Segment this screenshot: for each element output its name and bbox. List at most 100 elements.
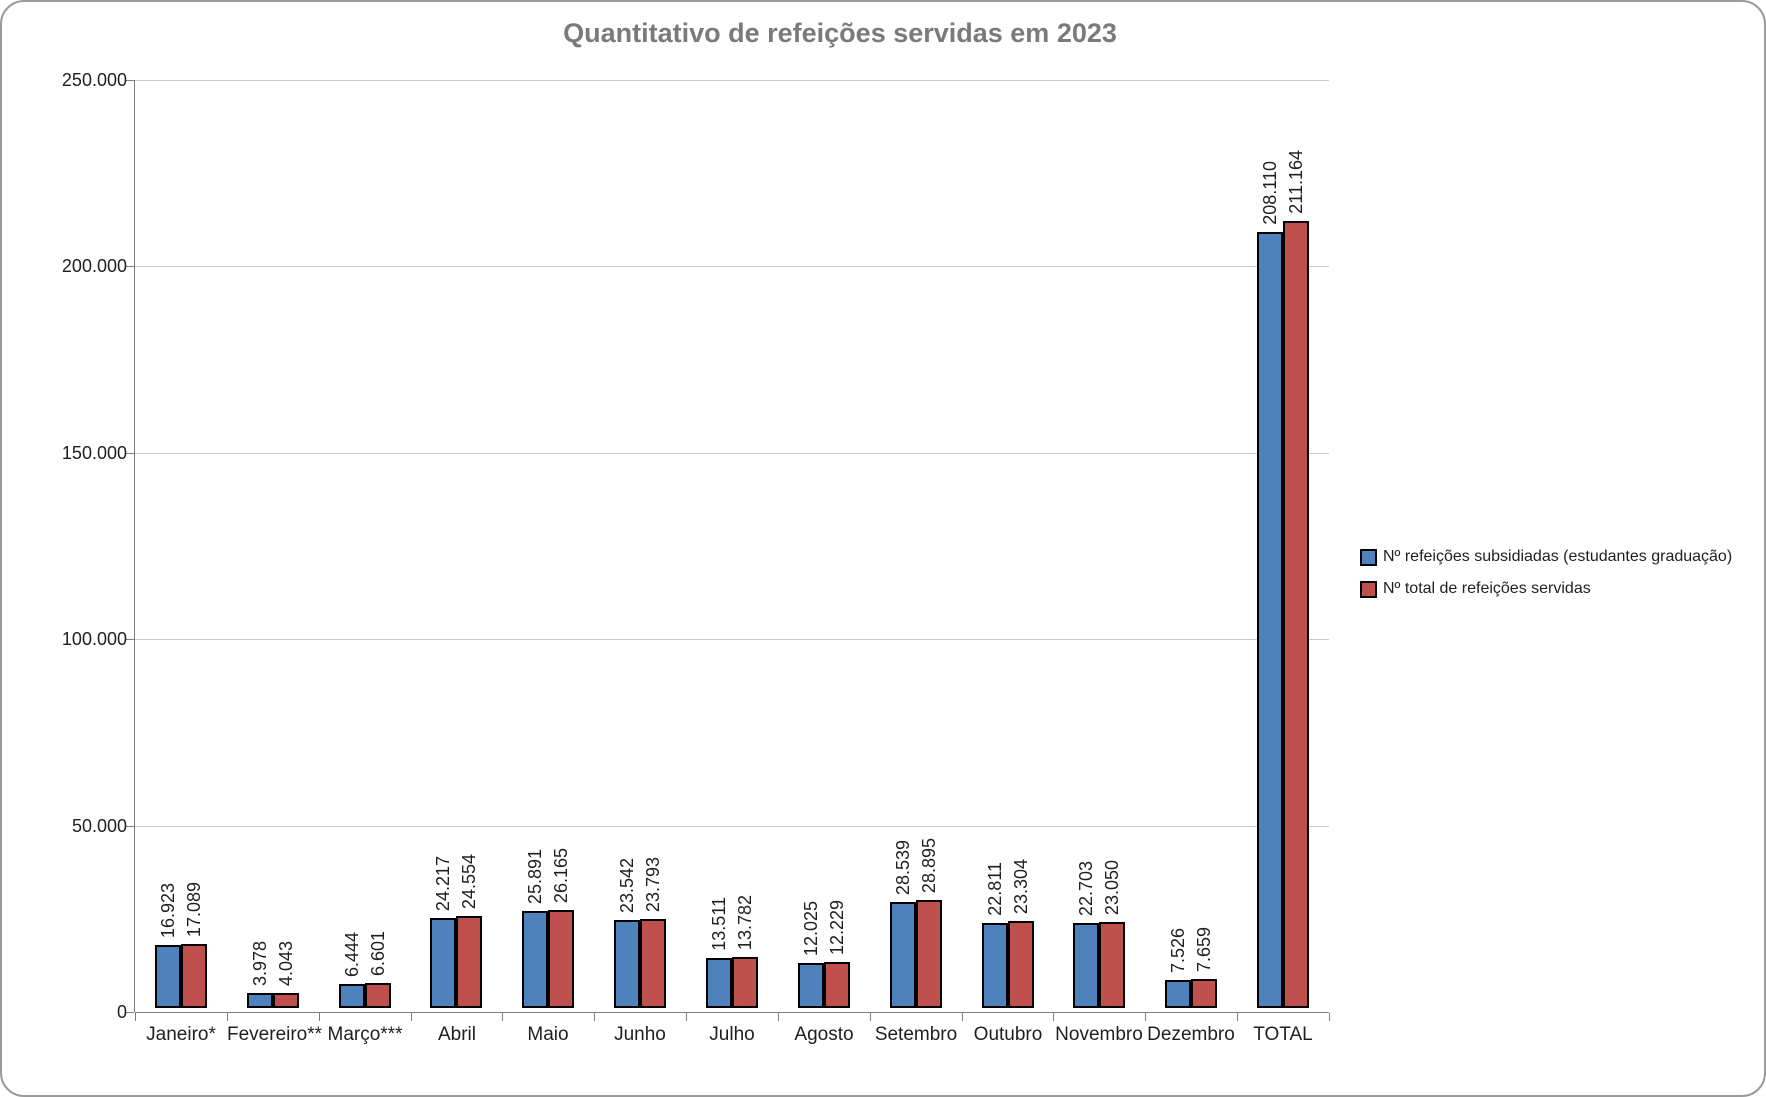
x-tick-label: Julho [709, 1024, 755, 1045]
bar-data-label: 23.050 [1102, 859, 1122, 915]
x-axis-tick [227, 1013, 228, 1021]
bar-data-label: 4.043 [276, 940, 296, 986]
x-axis-tick [870, 1013, 871, 1021]
bar-subsidiadas [1257, 232, 1283, 1008]
x-tick-label: Junho [614, 1024, 666, 1045]
bar-data-label: 24.217 [433, 855, 453, 911]
bar-subsidiadas [155, 945, 181, 1008]
bar-subsidiadas [339, 984, 365, 1008]
bar-data-label: 208.110 [1260, 161, 1280, 225]
bar-subsidiadas [247, 993, 273, 1008]
legend-item-subsidiadas: Nº refeições subsidiadas (estudantes gra… [1360, 548, 1732, 566]
bar-data-label: 6.601 [368, 930, 388, 976]
gridline [135, 826, 1329, 827]
x-tick-label: Fevereiro** [227, 1024, 323, 1045]
bar-total [916, 900, 942, 1008]
x-axis-tick [1053, 1013, 1054, 1021]
bar-data-label: 6.444 [342, 931, 362, 977]
x-tick-label: TOTAL [1253, 1024, 1313, 1045]
x-tick-label: Dezembro [1147, 1024, 1235, 1045]
bar-data-label: 24.554 [459, 853, 479, 909]
bar-data-label: 13.511 [709, 897, 729, 951]
gridline [135, 639, 1329, 640]
bar-data-label: 23.304 [1011, 858, 1031, 914]
x-tick-label: Agosto [794, 1024, 854, 1045]
y-tick-label: 100.000 [61, 629, 127, 649]
y-axis-line [134, 80, 135, 1012]
y-axis-tick [126, 639, 134, 640]
y-axis-tick [126, 80, 134, 81]
bar-subsidiadas [890, 902, 916, 1008]
y-axis-tick [126, 1012, 134, 1013]
bar-subsidiadas [982, 923, 1008, 1008]
x-tick-label: Outubro [973, 1024, 1043, 1045]
x-axis-tick [502, 1013, 503, 1021]
bar-total [365, 983, 391, 1008]
legend: Nº refeições subsidiadas (estudantes gra… [1360, 548, 1732, 612]
legend-label: Nº total de refeições servidas [1383, 580, 1591, 597]
bar-data-label: 28.895 [919, 837, 939, 893]
bar-data-label: 7.526 [1168, 927, 1188, 973]
bar-data-label: 12.229 [827, 899, 847, 955]
bar-data-label: 22.811 [985, 862, 1005, 916]
bar-subsidiadas [1165, 980, 1191, 1008]
chart-title: Quantitativo de refeições servidas em 20… [563, 18, 1117, 48]
y-axis-tick [126, 453, 134, 454]
bar-subsidiadas [1073, 923, 1099, 1008]
bar-subsidiadas [522, 911, 548, 1008]
bar-data-label: 23.542 [617, 857, 637, 913]
bar-subsidiadas [430, 918, 456, 1008]
y-axis-tick [126, 266, 134, 267]
bar-data-label: 3.978 [250, 940, 270, 986]
y-axis-tick [126, 826, 134, 827]
bar-total [548, 910, 574, 1008]
y-tick-label: 250.000 [61, 70, 127, 90]
bar-total [181, 944, 207, 1008]
x-tick-label: Setembro [874, 1024, 958, 1045]
bar-data-label: 25.891 [525, 848, 545, 904]
x-tick-label: Maio [527, 1024, 569, 1045]
x-axis-tick [594, 1013, 595, 1021]
legend-item-total: Nº total de refeições servidas [1360, 580, 1732, 598]
bar-data-label: 7.659 [1194, 926, 1214, 972]
bar-total [1191, 979, 1217, 1008]
bar-total [1099, 922, 1125, 1008]
bar-subsidiadas [614, 920, 640, 1008]
y-tick-label: 0 [116, 1002, 127, 1022]
x-axis-tick [319, 1013, 320, 1021]
bar-total [1008, 921, 1034, 1008]
bar-data-label: 28.539 [893, 839, 913, 895]
bar-data-label: 211.164 [1286, 150, 1306, 214]
bar-data-label: 17.089 [184, 881, 204, 937]
bar-data-label: 23.793 [643, 856, 663, 912]
bar-total [640, 919, 666, 1008]
bar-subsidiadas [706, 958, 732, 1008]
legend-swatch-red-icon [1360, 580, 1377, 598]
legend-swatch-blue-icon [1360, 548, 1377, 566]
x-axis-tick [962, 1013, 963, 1021]
bar-total [824, 962, 850, 1008]
x-axis-tick [1329, 1013, 1330, 1021]
x-axis-tick [135, 1013, 136, 1021]
x-axis-line [135, 1012, 1329, 1013]
x-axis-tick [1145, 1013, 1146, 1021]
x-axis-tick [686, 1013, 687, 1021]
bar-data-label: 22.703 [1076, 860, 1096, 916]
x-tick-label: Abril [437, 1024, 476, 1045]
gridline [135, 266, 1329, 267]
y-tick-label: 50.000 [71, 816, 127, 836]
bar-data-label: 16.923 [158, 882, 178, 938]
legend-label: Nº refeições subsidiadas (estudantes gra… [1383, 548, 1733, 565]
x-tick-label: Novembro [1055, 1024, 1143, 1045]
y-tick-label: 150.000 [61, 443, 127, 463]
gridline [135, 80, 1329, 81]
bar-data-label: 13.782 [735, 894, 755, 950]
gridline [135, 453, 1329, 454]
bar-data-label: 26.165 [551, 847, 571, 903]
bar-total [456, 916, 482, 1008]
bar-total [732, 957, 758, 1008]
bar-total [1283, 221, 1309, 1008]
bar-subsidiadas [798, 963, 824, 1008]
bar-data-label: 12.025 [801, 900, 821, 956]
